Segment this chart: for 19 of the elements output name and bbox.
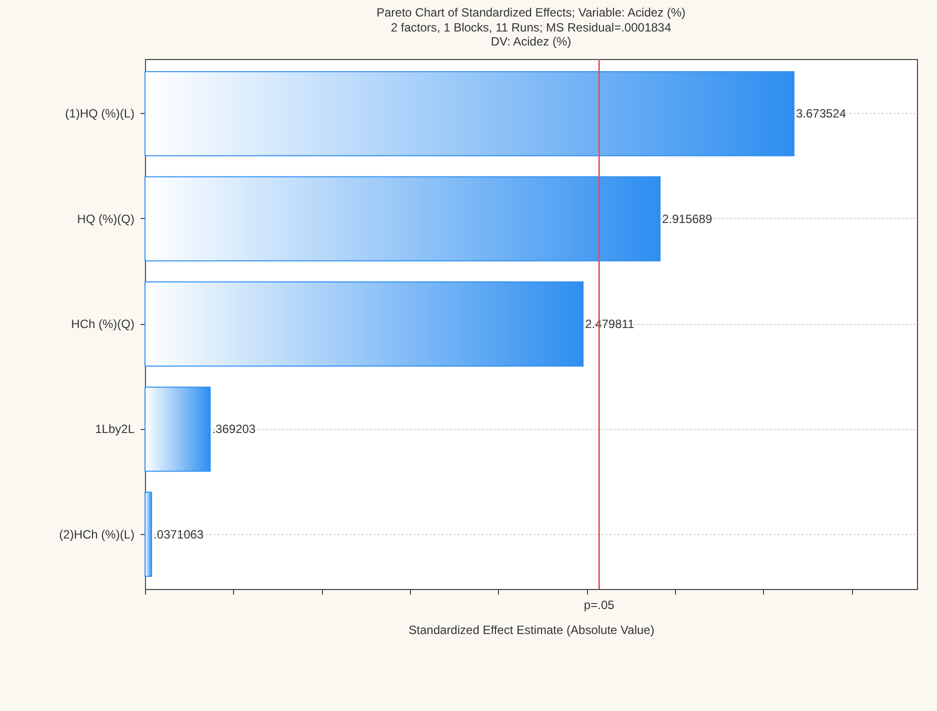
bar (144, 492, 152, 577)
bar (144, 281, 584, 367)
data-label: 2.915689 (662, 212, 712, 226)
x-axis-title: Standardized Effect Estimate (Absolute Value) (408, 623, 654, 637)
bar (144, 71, 794, 156)
y-tick-label: HQ (%)(Q) (77, 212, 134, 226)
y-tick-label: (2)HCh (%)(L) (59, 527, 134, 542)
y-tick-label: (1)HQ (%)(L) (65, 106, 135, 121)
y-tick-label: HCh (%)(Q) (71, 317, 135, 331)
text: DV: Acidez (%) (490, 34, 572, 48)
data-label: .369203 (212, 422, 256, 436)
bar (144, 176, 661, 262)
data-label: 3.673524 (796, 106, 846, 121)
ref-line-label: p=.05 (584, 598, 615, 612)
chart-title: Pareto Chart of Standardized Effects; Variable: Acidez (%) (376, 5, 686, 20)
text: 2 factors, 1 Blocks, 11 Runs; MS Residual=.0001834 (390, 20, 672, 34)
data-label: .0371063 (154, 527, 204, 542)
y-tick-label: 1Lby2L (95, 422, 135, 436)
bar (144, 386, 211, 472)
